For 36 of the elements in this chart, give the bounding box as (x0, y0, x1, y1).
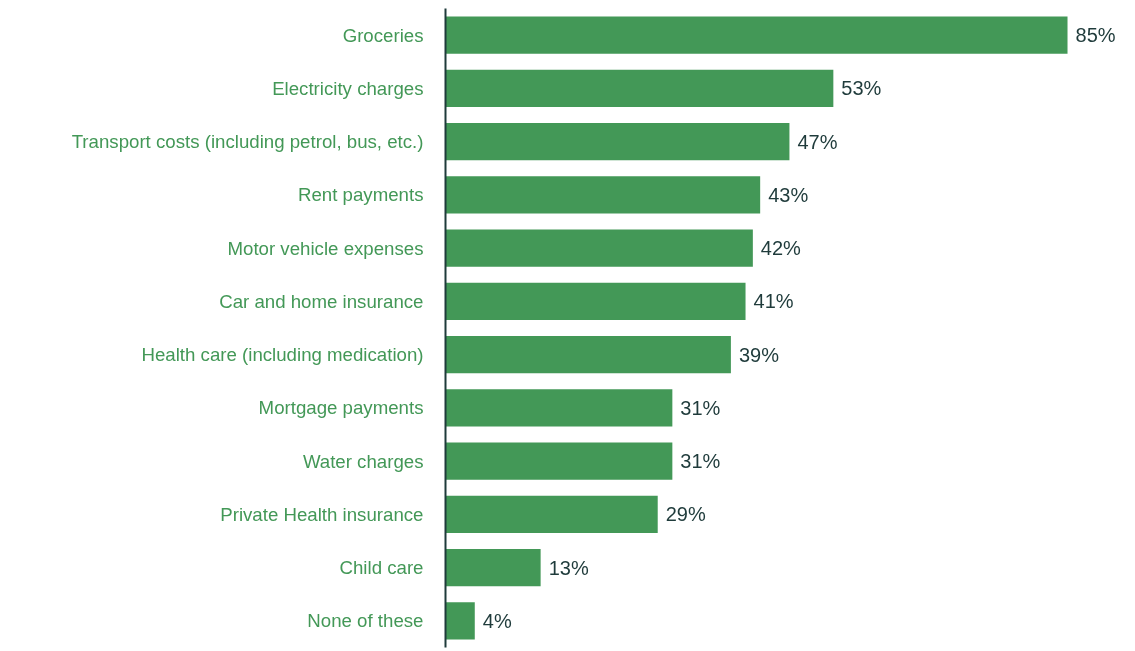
data-label: 31% (680, 450, 721, 473)
data-label: 47% (797, 130, 838, 153)
y-tick-label: None of these (307, 610, 424, 632)
bar (445, 335, 731, 374)
y-tick-label: Health care (including medication) (141, 344, 424, 366)
y-tick-label: Child care (339, 557, 424, 579)
y-tick-label: Car and home insurance (219, 290, 424, 312)
bar (445, 176, 761, 214)
bar (445, 122, 790, 161)
data-label: 53% (841, 77, 882, 100)
y-tick-label: Mortgage payments (258, 397, 424, 419)
data-label: 85% (1075, 24, 1116, 47)
bar (445, 282, 746, 321)
data-label: 42% (760, 237, 802, 260)
y-tick-label: Groceries (342, 24, 424, 46)
y-tick-label: Electricity charges (272, 77, 424, 99)
data-label: 4% (482, 609, 512, 632)
bar (445, 602, 475, 640)
bar (445, 16, 1068, 54)
bar (445, 548, 541, 587)
bar (445, 229, 753, 267)
y-tick-label: Rent payments (298, 184, 424, 206)
y-tick-label: Private Health insurance (220, 503, 424, 525)
data-label: 13% (548, 556, 589, 579)
y-tick-label: Water charges (302, 450, 424, 472)
bar (445, 389, 673, 427)
bar (445, 495, 658, 534)
data-label: 39% (738, 343, 780, 366)
y-tick-label: Motor vehicle expenses (227, 237, 424, 259)
bar (445, 442, 673, 480)
bar (445, 69, 834, 108)
data-label: 43% (768, 183, 809, 206)
data-label: 29% (665, 503, 706, 526)
data-label: 41% (753, 290, 794, 313)
y-tick-label: Transport costs (including petrol, bus, etc.) (71, 131, 424, 153)
data-label: 31% (680, 396, 721, 419)
